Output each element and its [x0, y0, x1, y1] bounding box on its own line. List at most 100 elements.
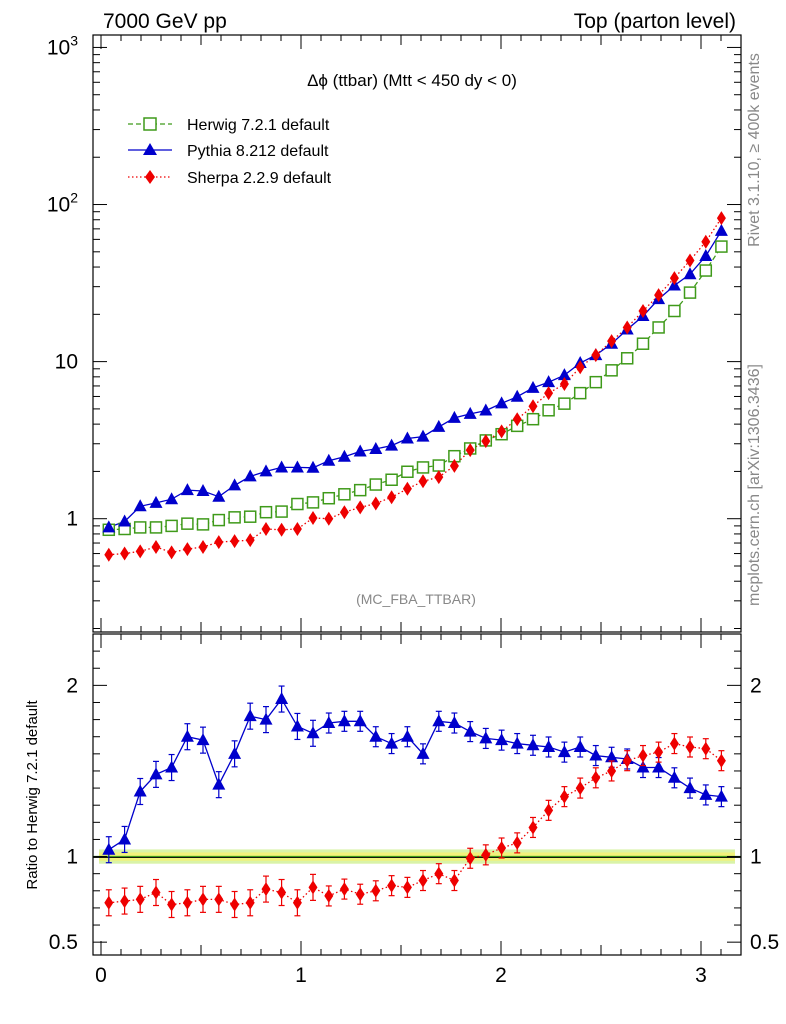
- ratio-plot-frame: [92, 633, 742, 956]
- main-plot-series: [102, 211, 728, 562]
- main-point-s0: [228, 511, 241, 524]
- main-plot-title: Δϕ (ttbar) (Mtt < 450 dy < 0): [307, 71, 517, 90]
- ratio-point-s1: [638, 748, 648, 763]
- main-point-s2: [387, 490, 397, 505]
- ratio-series-line-0: [108, 697, 722, 851]
- ratio-point-s1: [622, 753, 632, 768]
- main-point-s2: [465, 443, 475, 458]
- main-point-s1: [149, 495, 163, 508]
- main-point-s2: [544, 386, 554, 401]
- ratio-point-s1: [575, 781, 585, 796]
- main-point-s1: [165, 492, 179, 505]
- ratio-point-s0: [196, 733, 210, 746]
- main-point-s0: [620, 352, 634, 365]
- ratio-point-s1: [559, 789, 569, 804]
- legend-herwig-marker: [143, 117, 157, 131]
- main-point-s2: [292, 521, 302, 536]
- main-point-s2: [198, 540, 208, 555]
- main-point-s0: [149, 521, 163, 534]
- main-point-s1: [385, 438, 399, 451]
- main-point-s2: [245, 533, 255, 548]
- ratio-point-s1: [182, 895, 192, 910]
- main-point-s2: [528, 399, 538, 414]
- main-series-line-2: [108, 217, 722, 556]
- ratio-point-s1: [654, 745, 664, 760]
- main-point-s2: [167, 545, 177, 560]
- main-point-s0: [259, 505, 273, 519]
- main-series-line-1: [108, 230, 722, 529]
- ratio-point-s1: [214, 892, 224, 907]
- main-point-s2: [371, 496, 381, 511]
- main-point-s0: [715, 240, 728, 253]
- ratio-point-s0: [102, 842, 116, 855]
- ratio-point-s1: [716, 753, 726, 768]
- ratio-y-tick-label-right: 2: [750, 674, 762, 697]
- main-point-s1: [243, 469, 257, 482]
- ratio-point-s0: [652, 760, 666, 773]
- main-point-s1: [463, 406, 477, 419]
- ratio-plot-series: [102, 685, 728, 919]
- main-point-s2: [230, 534, 240, 549]
- main-point-s0: [652, 321, 665, 334]
- main-point-s0: [243, 510, 257, 523]
- ratio-point-s0: [589, 748, 603, 761]
- ratio-point-s1: [669, 736, 679, 751]
- ratio-point-s1: [167, 897, 177, 912]
- main-point-s1: [699, 249, 713, 262]
- main-point-s1: [683, 267, 697, 280]
- main-point-s1: [416, 429, 430, 442]
- ratio-point-s0: [275, 692, 289, 705]
- ratio-point-s0: [714, 789, 728, 802]
- main-plot-axis-ticks: [93, 35, 742, 632]
- ratio-series-line-1: [108, 742, 722, 906]
- main-point-s2: [324, 511, 334, 526]
- main-point-s0: [432, 459, 446, 472]
- ratio-x-tick-label: 0: [95, 964, 107, 987]
- ratio-point-s0: [573, 739, 587, 752]
- ratio-point-s0: [165, 760, 179, 773]
- legend-entry-herwig: Herwig 7.2.1 default: [128, 117, 330, 134]
- main-point-s1: [495, 396, 509, 409]
- main-point-s0: [401, 465, 414, 479]
- ratio-y-tick-label-right: 0.5: [750, 931, 779, 954]
- main-point-s1: [479, 403, 493, 416]
- main-point-s2: [308, 511, 318, 526]
- main-point-s2: [685, 253, 695, 268]
- ratio-point-s0: [636, 760, 650, 773]
- main-point-s0: [322, 491, 336, 505]
- main-point-s1: [290, 460, 304, 473]
- main-series-line-0: [108, 246, 722, 531]
- main-point-s0: [589, 375, 603, 389]
- main-point-s1: [275, 460, 289, 473]
- ratio-point-s1: [120, 894, 130, 909]
- ratio-point-s1: [135, 892, 145, 907]
- main-point-s1: [180, 483, 194, 496]
- main-point-s0: [196, 518, 210, 531]
- main-point-s1: [212, 489, 226, 502]
- ratio-point-s0: [322, 716, 336, 729]
- ratio-point-s0: [447, 716, 461, 729]
- ratio-point-s1: [544, 803, 554, 818]
- ratio-point-s0: [510, 736, 524, 749]
- main-point-s1: [196, 484, 210, 497]
- ratio-point-s0: [180, 729, 194, 742]
- main-point-s0: [306, 496, 320, 509]
- main-y-tick-label: 1: [66, 508, 78, 531]
- main-point-s0: [573, 386, 587, 400]
- ratio-point-s1: [308, 880, 318, 895]
- header-energy-label: 7000 GeV pp: [103, 10, 227, 33]
- header-process-label: Top (parton level): [574, 10, 736, 33]
- main-point-s0: [636, 337, 650, 350]
- ratio-point-s0: [683, 781, 697, 794]
- main-point-s2: [654, 288, 664, 303]
- ratio-point-s1: [528, 820, 538, 835]
- main-point-s0: [683, 286, 697, 299]
- main-point-s1: [526, 380, 540, 393]
- main-point-s0: [558, 397, 571, 410]
- main-point-s2: [449, 458, 459, 473]
- main-point-s2: [559, 377, 569, 392]
- main-point-s2: [214, 535, 224, 550]
- ratio-point-s0: [432, 714, 446, 727]
- legend-entry-pythia: Pythia 8.212 default: [128, 143, 329, 160]
